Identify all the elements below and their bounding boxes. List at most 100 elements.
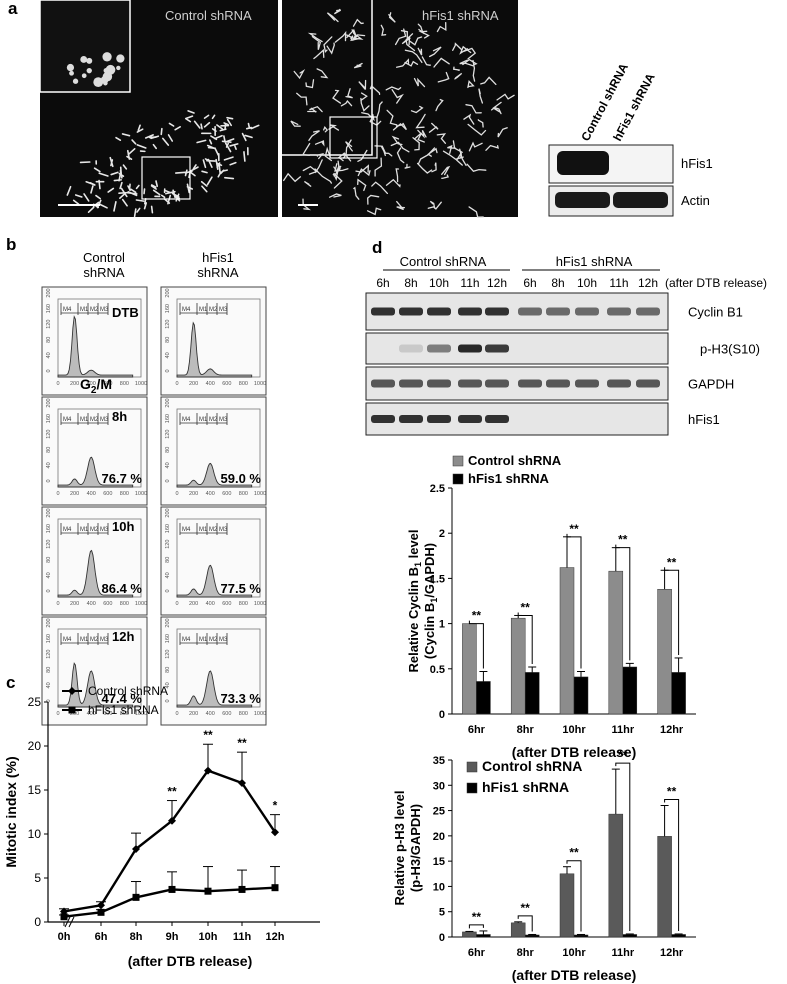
mitochondria-network [427, 147, 438, 157]
d-significance: ** [521, 600, 531, 614]
d-bar [462, 623, 477, 715]
mitochondria-network [412, 137, 420, 151]
mitochondria-blob [100, 76, 109, 84]
mitochondria-network [360, 92, 368, 102]
mitochondria-fragment [150, 184, 157, 188]
mitochondria-network [442, 150, 464, 161]
gate-label: M1 [199, 417, 208, 423]
mitochondria-fragment [243, 151, 246, 162]
gate-label: M3 [219, 417, 228, 423]
mitochondria-fragment [122, 164, 128, 170]
c-y-tick-label: 5 [34, 871, 41, 885]
mitochondria-network [417, 129, 427, 139]
histogram-y-tick: 40 [165, 572, 171, 578]
histogram-x-tick: 0 [56, 381, 59, 387]
d-blot-band [518, 307, 542, 316]
mitochondria-fragment [98, 179, 101, 190]
histogram-y-tick: 160 [46, 304, 52, 313]
histogram-x-tick: 400 [87, 601, 96, 607]
histogram-y-tick: 160 [165, 634, 171, 643]
mitotic-index-chart: 0 5 10 15 20 25 0h 6h 8h 9h 10h 11h 12h Mitotic index… [3, 684, 320, 969]
mitochondria-network [418, 30, 430, 39]
histogram-y-tick: 120 [165, 540, 171, 549]
mitochondria-network [385, 86, 402, 91]
mitochondria-fragment [98, 203, 108, 209]
histogram-y-tick: 0 [46, 479, 52, 482]
histogram-x-tick: 200 [189, 601, 198, 607]
d-chart-x-tick-label: 10hr [562, 947, 586, 959]
mitochondria-network [333, 8, 342, 15]
mitochondria-fragment [200, 123, 203, 130]
histogram-y-tick: 200 [46, 508, 52, 517]
histogram-curve [176, 462, 253, 488]
blot-a-row-actin: Actin [681, 193, 710, 208]
mitochondria-network [311, 35, 322, 50]
mitochondria-network [313, 48, 325, 60]
d-lane-label: 10h [429, 276, 449, 290]
gate-label: M3 [100, 417, 109, 423]
mitochondria-network [421, 56, 432, 66]
mitochondria-network [465, 104, 482, 114]
d-significance: ** [521, 901, 531, 915]
histogram-y-tick: 0 [165, 589, 171, 592]
histogram-y-tick: 0 [46, 369, 52, 372]
d-blot-row-label: GAPDH [688, 377, 734, 392]
d-significance-bracket [664, 567, 680, 655]
d-bar [462, 931, 477, 938]
mitochondria-network [415, 113, 426, 129]
d-blot-band [636, 307, 660, 316]
d-bar [476, 934, 491, 938]
histogram-x-tick: 800 [120, 491, 129, 497]
mitochondria-network [358, 79, 367, 90]
d-significance: ** [569, 522, 579, 536]
histogram-x-tick: 600 [103, 381, 112, 387]
histogram-y-tick: 0 [46, 699, 52, 702]
d-blot-band [427, 344, 451, 353]
western-blot-a: Control shRNA hFis1 shRNA hFis1 Actin [548, 61, 713, 217]
histogram-x-tick: 200 [189, 381, 198, 387]
d-significance: ** [472, 609, 482, 623]
histogram-y-tick: 160 [46, 634, 52, 643]
mitochondria-network [332, 89, 342, 104]
d-bar [476, 681, 491, 715]
d-significance-bracket [615, 544, 631, 661]
mitochondria-fragment [74, 194, 83, 198]
d-blot-band [371, 415, 395, 423]
mitochondria-network [369, 84, 381, 96]
histogram-percent: 76.7 % [102, 471, 143, 486]
histogram-x-tick: 600 [222, 491, 231, 497]
micrograph-control: Control shRNA [39, 0, 278, 218]
c-point-square [204, 887, 212, 895]
d-bar [608, 570, 624, 715]
histogram-x-tick: 200 [70, 711, 79, 717]
cyclin-b1-chart: 0 0.5 1 1.5 2 2.5 6hr ** 8hr ** 10hr ** 11hr ** 12hr **… [406, 453, 696, 760]
d1-y-label-part: (Cyclin B [422, 603, 437, 659]
mitochondria-fragment [185, 115, 194, 120]
gate-label: M4 [182, 527, 191, 533]
histogram-x-tick: 1000 [135, 381, 147, 387]
mitochondria-network [436, 133, 447, 144]
d-chart-y-tick-label: 1 [439, 619, 445, 631]
mitochondria-fragment [120, 187, 128, 198]
c-x-tick-label: 12h [266, 931, 285, 943]
d-significance-bracket [517, 915, 533, 932]
d-bar [671, 672, 686, 715]
d1-y-label-part: /GAPDH) [422, 543, 437, 598]
mitochondria-network [429, 200, 436, 209]
mitochondria-fragment [217, 171, 222, 178]
gate-label: M1 [199, 307, 208, 313]
mitochondria-fragment [203, 121, 211, 128]
mitochondria-fragment [247, 122, 251, 129]
d-chart-x-tick-label: 11hr [611, 947, 634, 959]
band-actin-control [555, 192, 610, 208]
c-x-tick-label: 8h [130, 931, 143, 943]
b-col-hfis1-l1: hFis1 [202, 250, 234, 265]
c-y-tick-label: 10 [28, 827, 42, 841]
d-group-hfis1: hFis1 shRNA [556, 254, 633, 269]
d-significance-bracket [468, 924, 484, 929]
mitochondria-network [374, 157, 383, 177]
mitochondria-network [431, 162, 437, 173]
mitochondria-network [467, 123, 487, 136]
band-actin-hfis1 [613, 192, 668, 208]
d-bar [657, 588, 672, 715]
